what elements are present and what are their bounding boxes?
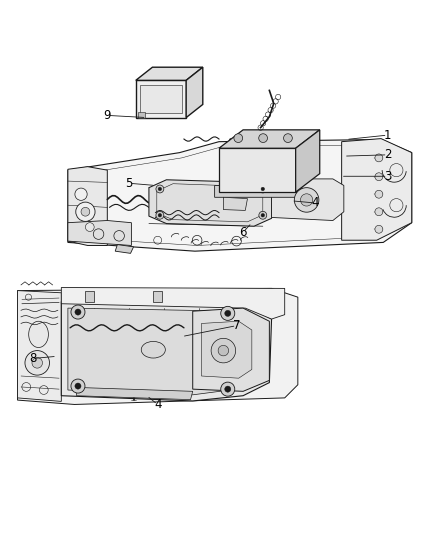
Circle shape	[71, 379, 85, 393]
Polygon shape	[61, 287, 285, 319]
Circle shape	[225, 310, 231, 317]
Polygon shape	[153, 290, 162, 302]
Circle shape	[158, 214, 162, 217]
Polygon shape	[219, 130, 320, 148]
Polygon shape	[68, 140, 412, 251]
Circle shape	[25, 351, 49, 375]
Polygon shape	[296, 130, 320, 192]
Circle shape	[75, 383, 81, 389]
Text: 9: 9	[103, 109, 111, 122]
Ellipse shape	[141, 342, 165, 358]
Polygon shape	[61, 302, 272, 401]
Circle shape	[32, 358, 42, 368]
Circle shape	[156, 185, 164, 193]
Circle shape	[300, 194, 313, 206]
Circle shape	[71, 305, 85, 319]
Polygon shape	[68, 221, 131, 246]
Circle shape	[225, 386, 231, 392]
Circle shape	[156, 211, 164, 219]
Circle shape	[283, 134, 292, 142]
Circle shape	[375, 190, 383, 198]
Polygon shape	[68, 308, 262, 395]
Circle shape	[261, 187, 265, 191]
Polygon shape	[193, 308, 269, 391]
Circle shape	[375, 208, 383, 216]
Circle shape	[218, 345, 229, 356]
Circle shape	[211, 338, 236, 363]
Text: 4: 4	[311, 197, 319, 209]
Text: 6: 6	[239, 226, 247, 239]
Circle shape	[259, 134, 268, 142]
Polygon shape	[186, 67, 203, 118]
Polygon shape	[223, 197, 247, 211]
Circle shape	[375, 225, 383, 233]
Text: 5: 5	[126, 177, 133, 190]
Polygon shape	[85, 290, 94, 302]
Text: 8: 8	[29, 352, 36, 365]
Circle shape	[158, 187, 162, 191]
Text: 2: 2	[384, 148, 392, 161]
Circle shape	[261, 214, 265, 217]
Polygon shape	[272, 179, 344, 221]
Polygon shape	[68, 167, 107, 246]
Text: 3: 3	[384, 170, 391, 183]
Polygon shape	[140, 85, 182, 113]
Polygon shape	[18, 290, 61, 401]
Circle shape	[75, 188, 87, 200]
Polygon shape	[18, 288, 298, 405]
Text: 1: 1	[384, 128, 392, 142]
Polygon shape	[136, 80, 186, 118]
Circle shape	[375, 154, 383, 162]
Circle shape	[221, 306, 235, 320]
Circle shape	[221, 382, 235, 396]
Circle shape	[294, 188, 319, 212]
Polygon shape	[149, 180, 272, 226]
Polygon shape	[342, 139, 412, 240]
Polygon shape	[75, 387, 193, 400]
Circle shape	[85, 223, 94, 231]
Polygon shape	[136, 67, 203, 80]
Circle shape	[234, 134, 243, 142]
Polygon shape	[138, 112, 145, 118]
Circle shape	[259, 211, 267, 219]
Circle shape	[81, 207, 90, 216]
Circle shape	[259, 185, 267, 193]
Circle shape	[375, 173, 383, 181]
Text: 7: 7	[233, 319, 240, 332]
Circle shape	[76, 202, 95, 221]
Polygon shape	[201, 321, 252, 378]
Circle shape	[75, 309, 81, 315]
Ellipse shape	[28, 321, 48, 348]
Polygon shape	[215, 185, 302, 197]
Polygon shape	[115, 245, 134, 253]
Text: 4: 4	[154, 398, 162, 411]
Polygon shape	[219, 148, 296, 192]
